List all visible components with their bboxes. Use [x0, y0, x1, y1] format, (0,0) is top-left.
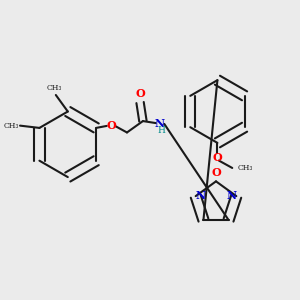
Text: CH₃: CH₃	[237, 164, 253, 172]
Text: CH₃: CH₃	[47, 84, 62, 92]
Text: H: H	[157, 126, 165, 135]
Text: CH₃: CH₃	[3, 122, 19, 130]
Text: N: N	[155, 118, 165, 129]
Text: O: O	[135, 88, 145, 99]
Text: O: O	[212, 167, 222, 178]
Text: N: N	[196, 190, 206, 201]
Text: N: N	[226, 190, 236, 201]
Text: O: O	[212, 152, 222, 163]
Text: O: O	[106, 120, 116, 130]
